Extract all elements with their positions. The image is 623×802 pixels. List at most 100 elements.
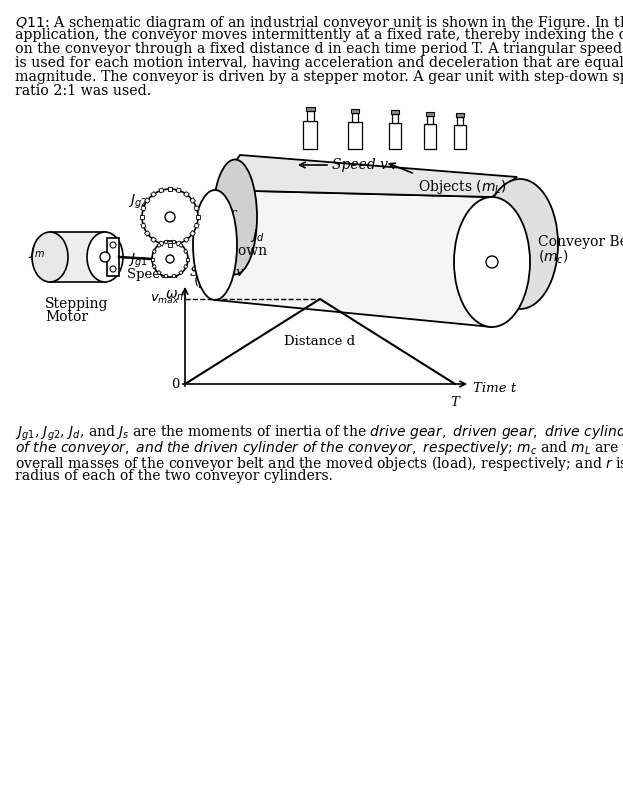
Polygon shape: [168, 187, 172, 191]
Polygon shape: [392, 114, 398, 124]
Polygon shape: [427, 115, 433, 124]
Polygon shape: [303, 121, 317, 149]
Circle shape: [166, 255, 174, 263]
Polygon shape: [145, 198, 150, 204]
Polygon shape: [184, 192, 189, 197]
Circle shape: [486, 256, 498, 268]
Polygon shape: [184, 265, 188, 269]
Text: on the conveyor through a fixed distance d in each time period T. A triangular s: on the conveyor through a fixed distance…: [15, 42, 623, 56]
Polygon shape: [159, 188, 164, 193]
Text: Stepping: Stepping: [45, 297, 108, 311]
Polygon shape: [186, 257, 189, 261]
Polygon shape: [184, 249, 188, 253]
Text: Speed v: Speed v: [332, 158, 388, 172]
Text: $\mathit{Q11}$: A schematic diagram of an industrial conveyor unit is shown in t: $\mathit{Q11}$: A schematic diagram of a…: [15, 14, 623, 32]
Text: 0: 0: [171, 378, 180, 391]
Polygon shape: [389, 124, 401, 149]
Text: $\mathit{of\ the\ conveyor,\ and\ the\ driven\ cylinder\ of\ the\ conveyor,\ res: $\mathit{of\ the\ conveyor,\ and\ the\ d…: [15, 439, 623, 457]
Ellipse shape: [482, 179, 558, 309]
Circle shape: [100, 252, 110, 262]
Text: $J_{g1}$: $J_{g1}$: [128, 252, 148, 270]
Polygon shape: [176, 241, 181, 246]
Text: Motor: Motor: [45, 310, 88, 324]
Polygon shape: [151, 192, 156, 197]
Polygon shape: [176, 188, 181, 193]
Text: r: r: [229, 207, 235, 221]
Polygon shape: [305, 107, 315, 111]
Polygon shape: [168, 243, 172, 247]
Text: magnitude. The conveyor is driven by a stepper motor. A gear unit with step-down: magnitude. The conveyor is driven by a s…: [15, 70, 623, 84]
Text: $J_{g1}$, $J_{g2}$, $J_d$, and $J_s$ are the moments of inertia of the $\mathit{: $J_{g1}$, $J_{g2}$, $J_d$, and $J_s$ are…: [15, 424, 623, 444]
Polygon shape: [456, 113, 464, 117]
Polygon shape: [424, 124, 436, 149]
Polygon shape: [307, 111, 313, 121]
Text: application, the conveyor moves intermittently at a fixed rate, thereby indexing: application, the conveyor moves intermit…: [15, 28, 623, 42]
Text: radius of each of the two conveyor cylinders.: radius of each of the two conveyor cylin…: [15, 469, 333, 483]
Text: $v_{max}$: $v_{max}$: [150, 293, 180, 306]
Polygon shape: [454, 125, 466, 149]
Polygon shape: [164, 240, 168, 244]
Ellipse shape: [87, 232, 123, 282]
Polygon shape: [157, 270, 161, 275]
Polygon shape: [190, 198, 196, 204]
Polygon shape: [151, 257, 154, 261]
Text: $(p : 1)$: $(p : 1)$: [193, 272, 232, 290]
Text: ratio 2:1 was used.: ratio 2:1 was used.: [15, 84, 151, 98]
Polygon shape: [194, 206, 199, 211]
Text: Distance d: Distance d: [285, 335, 356, 348]
Polygon shape: [141, 223, 146, 229]
Circle shape: [110, 266, 116, 272]
Text: r: r: [508, 220, 515, 234]
Polygon shape: [426, 111, 434, 115]
Polygon shape: [172, 240, 176, 244]
Polygon shape: [215, 190, 492, 327]
Polygon shape: [179, 243, 183, 248]
Polygon shape: [159, 241, 164, 246]
Polygon shape: [141, 206, 146, 211]
Text: $(m_c)$: $(m_c)$: [538, 249, 569, 265]
Text: overall masses of the conveyor belt and the moved objects (load), respectively; : overall masses of the conveyor belt and …: [15, 454, 623, 473]
Text: Speed v: Speed v: [190, 266, 244, 279]
Polygon shape: [351, 108, 359, 112]
Polygon shape: [351, 112, 358, 122]
Polygon shape: [164, 274, 168, 277]
Polygon shape: [457, 117, 463, 125]
Polygon shape: [152, 265, 156, 269]
Ellipse shape: [32, 232, 68, 282]
Polygon shape: [107, 238, 119, 276]
Text: Objects $(m_L)$: Objects $(m_L)$: [418, 178, 506, 196]
Circle shape: [142, 189, 198, 245]
Polygon shape: [152, 249, 156, 253]
Text: $J_{g2}$: $J_{g2}$: [128, 192, 148, 211]
Polygon shape: [348, 122, 362, 149]
Ellipse shape: [213, 160, 257, 274]
Text: T: T: [450, 396, 459, 409]
Text: $J_m$: $J_m$: [28, 244, 45, 261]
Text: Conveyor Belt: Conveyor Belt: [538, 235, 623, 249]
Polygon shape: [145, 231, 150, 237]
Polygon shape: [151, 237, 156, 242]
Polygon shape: [215, 155, 517, 197]
Polygon shape: [172, 274, 176, 277]
Circle shape: [152, 241, 188, 277]
Text: Step-down: Step-down: [193, 244, 268, 258]
Text: Speed v: Speed v: [126, 268, 180, 281]
Circle shape: [165, 212, 175, 222]
Text: $\omega_m$: $\omega_m$: [165, 289, 188, 303]
Text: $J_d$: $J_d$: [250, 226, 265, 244]
Polygon shape: [184, 237, 189, 242]
Polygon shape: [196, 215, 200, 219]
Text: Time t: Time t: [473, 383, 516, 395]
Circle shape: [110, 242, 116, 248]
Text: is used for each motion interval, having acceleration and deceleration that are : is used for each motion interval, having…: [15, 56, 623, 70]
Text: Gear: Gear: [193, 260, 227, 274]
Polygon shape: [157, 243, 161, 248]
Polygon shape: [50, 232, 105, 282]
Ellipse shape: [193, 190, 237, 300]
Ellipse shape: [454, 197, 530, 327]
Polygon shape: [190, 231, 196, 237]
Text: $J_s$: $J_s$: [485, 290, 498, 307]
Polygon shape: [140, 215, 144, 219]
Polygon shape: [179, 270, 183, 275]
Polygon shape: [391, 110, 399, 114]
